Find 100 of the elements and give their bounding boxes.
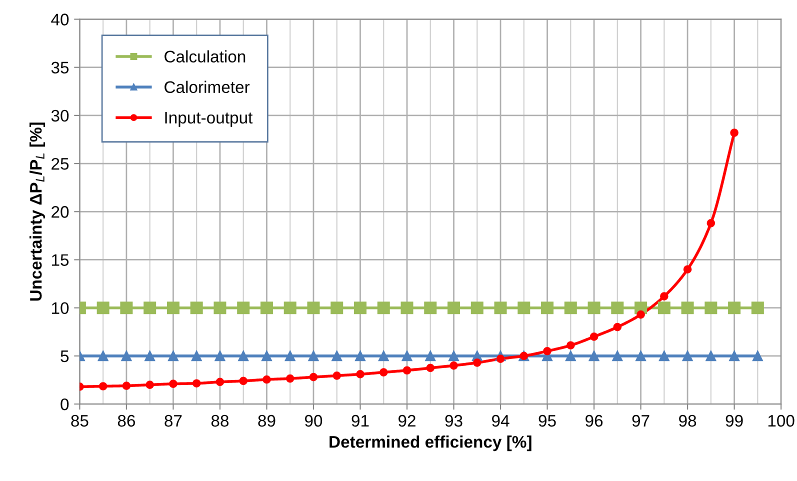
- point: [730, 128, 738, 137]
- point: [448, 350, 459, 362]
- point: [751, 302, 764, 314]
- point: [144, 302, 156, 314]
- point: [611, 302, 624, 314]
- point: [752, 350, 763, 362]
- point: [706, 219, 716, 228]
- point: [636, 350, 646, 362]
- point: [260, 302, 273, 314]
- point: [541, 302, 554, 314]
- point: [166, 302, 180, 314]
- x-tick-label: 98: [679, 414, 696, 427]
- point: [400, 302, 414, 314]
- point: [658, 350, 670, 362]
- point: [494, 302, 507, 314]
- point: [683, 265, 692, 274]
- point: [681, 302, 694, 314]
- point: [354, 302, 366, 314]
- point: [448, 302, 460, 314]
- point: [518, 302, 530, 314]
- point: [682, 350, 693, 362]
- point: [658, 302, 670, 314]
- point: [636, 310, 645, 319]
- point: [330, 302, 344, 314]
- point: [426, 364, 435, 372]
- y-tick-label: 20: [52, 206, 69, 218]
- point: [284, 302, 296, 314]
- point: [98, 350, 108, 362]
- x-tick-label: 96: [586, 414, 603, 427]
- point: [450, 361, 458, 370]
- point: [190, 302, 203, 314]
- point: [214, 302, 226, 314]
- point: [613, 322, 622, 332]
- point: [309, 372, 318, 382]
- point: [120, 302, 133, 314]
- point: [706, 350, 716, 362]
- point: [543, 346, 552, 356]
- y-tick-label: 10: [52, 302, 69, 314]
- y-tick-label: 40: [51, 14, 69, 26]
- point: [121, 350, 132, 362]
- point: [308, 350, 319, 362]
- point: [284, 350, 296, 362]
- x-tick-label: 91: [352, 414, 369, 427]
- point: [356, 370, 364, 378]
- point: [332, 350, 342, 362]
- point: [588, 350, 600, 362]
- x-tick-label: 87: [164, 414, 182, 427]
- point: [286, 374, 294, 383]
- point: [425, 350, 436, 362]
- point: [472, 358, 482, 367]
- point: [355, 350, 366, 362]
- point: [424, 302, 437, 314]
- point: [237, 302, 250, 314]
- point: [496, 354, 505, 363]
- x-tick-label: 95: [538, 414, 556, 427]
- x-tick-label: 93: [445, 414, 462, 427]
- point: [168, 350, 178, 362]
- point: [564, 302, 577, 314]
- y-tick-label: 35: [51, 62, 69, 74]
- point: [612, 350, 623, 362]
- point: [565, 350, 576, 362]
- y-tick-label: 0: [60, 398, 69, 410]
- y-tick-label: 30: [51, 110, 69, 122]
- x-tick-label: 94: [492, 414, 510, 427]
- x-tick-label: 89: [258, 414, 276, 427]
- point: [470, 302, 484, 314]
- x-tick-label: 100: [768, 414, 794, 427]
- point: [379, 368, 388, 376]
- legend-label: Calorimeter: [164, 80, 250, 94]
- point: [729, 350, 740, 362]
- x-tick-label: 86: [118, 414, 135, 427]
- point: [588, 302, 600, 314]
- y-tick-label: 25: [52, 158, 69, 170]
- point: [144, 350, 156, 362]
- point: [728, 302, 741, 314]
- x-tick-label: 88: [211, 414, 229, 427]
- point: [704, 302, 718, 314]
- point: [238, 350, 249, 362]
- point: [239, 376, 248, 386]
- point: [96, 302, 110, 314]
- point: [378, 350, 389, 362]
- x-tick-label: 99: [726, 414, 743, 427]
- x-axis-title: Determined efficiency [%]: [330, 436, 532, 452]
- point: [262, 350, 272, 362]
- point: [192, 379, 201, 388]
- point: [566, 341, 575, 350]
- point: [377, 302, 390, 314]
- point: [169, 380, 178, 388]
- point: [98, 382, 108, 390]
- point: [307, 302, 320, 314]
- point: [590, 332, 598, 341]
- point: [146, 380, 154, 389]
- point: [332, 371, 342, 380]
- x-tick-label: 97: [632, 414, 650, 427]
- point: [262, 375, 271, 384]
- y-tick-label: 15: [52, 254, 69, 266]
- point: [216, 378, 224, 386]
- y-tick-label: 5: [60, 350, 69, 362]
- point: [402, 350, 412, 362]
- legend-label: Input-output: [165, 112, 253, 127]
